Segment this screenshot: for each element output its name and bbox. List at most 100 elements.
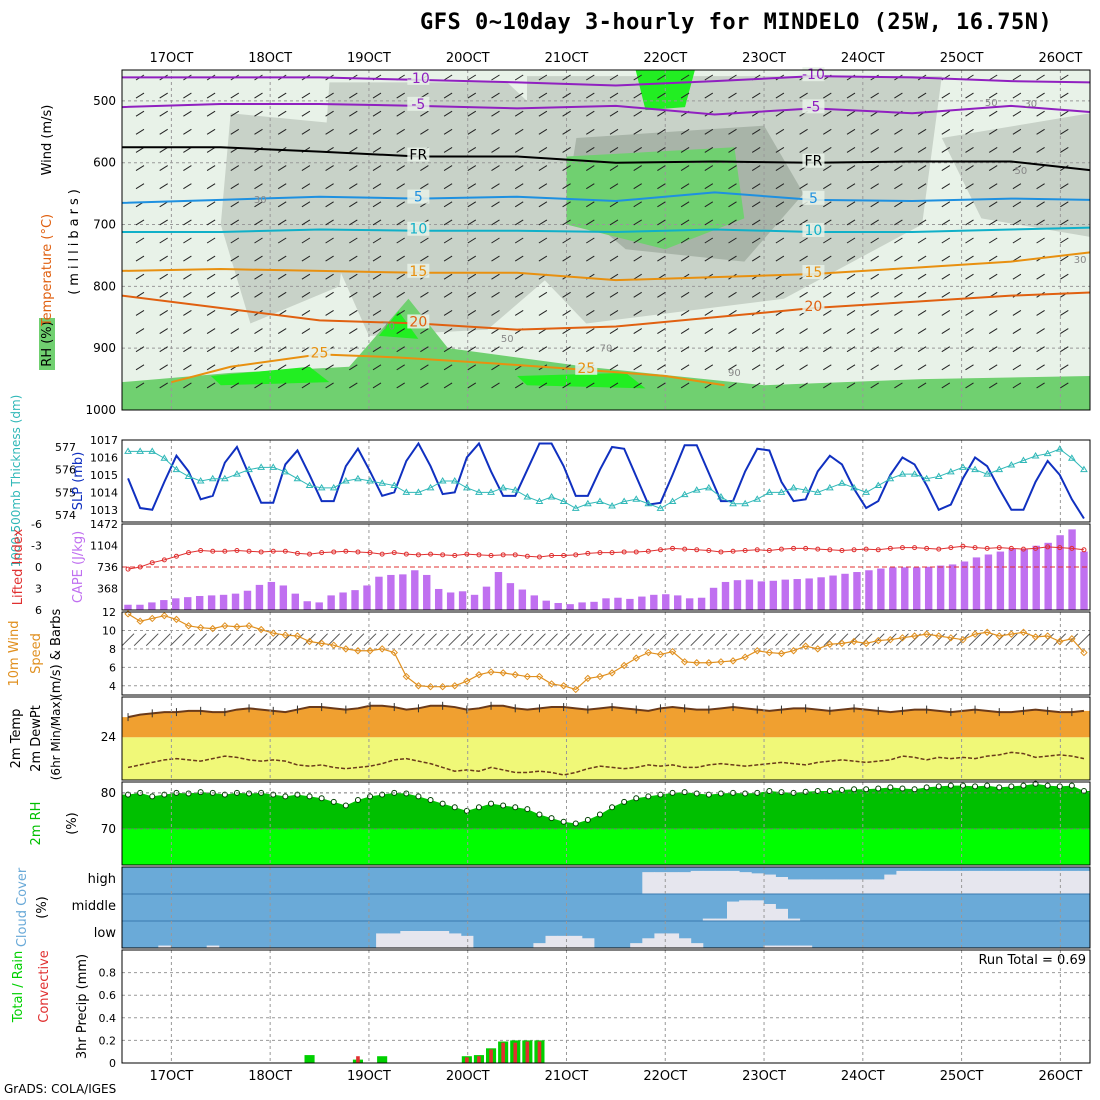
x-tick-label-bottom: 18OCT [248, 1069, 292, 1084]
thickness-point [1007, 461, 1016, 468]
wind-barb [657, 92, 666, 99]
wind-barb [988, 364, 998, 371]
thickness-point [233, 470, 241, 477]
wind-barb [325, 201, 334, 208]
cape-bar [901, 567, 909, 610]
isotherm-label: 25 [577, 361, 595, 377]
wind-barb [680, 346, 690, 353]
wind-barb [1036, 273, 1045, 280]
wind-barb [372, 147, 382, 153]
lifted-index-point [1033, 545, 1039, 551]
wind-speed-point [354, 647, 362, 655]
wind-speed-point [741, 653, 749, 661]
cape-bar [172, 598, 180, 610]
cape-bar [303, 601, 311, 610]
wind-barb [988, 201, 998, 208]
wind-barb [301, 110, 311, 117]
cape-bar [972, 557, 981, 610]
lifted-index-point [536, 554, 542, 560]
wind-barb [467, 255, 477, 262]
cape-bar [829, 575, 837, 610]
precip-convective-ylabel-text: Convective [37, 950, 52, 1023]
wind-barb [941, 110, 951, 117]
wind-barb [538, 201, 548, 208]
precip-total-ylabel-text: Total / Rain [11, 951, 26, 1024]
wind-barb [514, 74, 524, 81]
thickness-point [596, 497, 604, 504]
wind-barb [230, 382, 240, 389]
cape-bar [1032, 545, 1040, 610]
wind-barb [135, 273, 145, 280]
y-tick-label: 736 [97, 561, 118, 574]
x-tick-label-bottom: 22OCT [643, 1069, 687, 1084]
cloud-cell [727, 870, 740, 894]
wind-barb [562, 92, 571, 99]
wind-barb [301, 219, 311, 226]
wind-barb [159, 273, 168, 280]
cape-bar [948, 564, 957, 610]
thickness-ylabel: 1000-500mb Thickness (dm) [9, 395, 23, 568]
wind-barb [491, 291, 500, 298]
wind-speed-point [838, 639, 846, 648]
wind-barb [988, 382, 998, 389]
rh2m-point [282, 793, 289, 800]
wind-ylabel-3-text: (m/s) & Barbs [49, 608, 64, 698]
wind-speed-point [1080, 648, 1088, 657]
wind-barb [230, 128, 240, 135]
wind-barb [396, 346, 405, 353]
dewpoint-fill [122, 737, 1090, 780]
cape-bar [662, 594, 670, 610]
cloud-level-label: middle [72, 899, 116, 914]
rh2m-point [427, 797, 434, 804]
cape-bar [721, 581, 730, 610]
wind-barb [514, 273, 524, 280]
wind-barb [206, 147, 216, 153]
rh2m-ylabel: 2m RH [29, 802, 44, 846]
wind-barb [704, 310, 714, 316]
wind-barb [629, 633, 643, 647]
wind-barb [562, 147, 571, 153]
thickness-point [850, 483, 858, 491]
wind-speed-point [414, 682, 423, 690]
cape-bar [184, 597, 192, 610]
wind-barb [538, 147, 548, 153]
wind-barb [633, 291, 642, 298]
wind-barb [917, 128, 927, 135]
wind-barb [301, 183, 311, 190]
wind-barb [277, 273, 287, 280]
isotherm-label: 5 [809, 191, 818, 207]
rh2m-point [451, 804, 458, 811]
wind-barb [301, 382, 311, 389]
y-tick-label: 0.4 [99, 1012, 117, 1025]
wind-barb [751, 291, 761, 298]
wind-barb [751, 382, 761, 389]
wind-barb [728, 165, 737, 171]
wind-speed-point [1068, 635, 1076, 643]
wind-barb [562, 328, 571, 334]
wind-barb [170, 633, 183, 647]
lifted-index-point [270, 548, 276, 554]
thickness-point [547, 492, 556, 500]
wind-barb [254, 633, 268, 647]
wind-barb [396, 219, 405, 226]
x-tick-label-bottom: 25OCT [940, 1069, 984, 1084]
wind-barb [704, 219, 714, 226]
lifted-index-point [549, 553, 555, 559]
rh-contour-label: 70 [600, 343, 613, 354]
wind-barb [135, 364, 145, 371]
wind-speed-point [184, 622, 193, 630]
wind-barb [609, 219, 619, 226]
cloud-cell [751, 900, 764, 921]
rh2m-point [475, 804, 482, 811]
wind-speed-point [753, 647, 761, 655]
wind-barb [277, 346, 287, 353]
wind-barb [965, 219, 974, 226]
cloud-ylabel-text: Cloud Cover [15, 867, 30, 947]
wind-barb [159, 346, 168, 353]
wind-barb [917, 92, 927, 99]
lifted-ylabel-text: Lifted Index [11, 528, 26, 605]
wind-barb [467, 273, 477, 280]
wind-barb [965, 201, 974, 208]
wind-barb [230, 310, 240, 316]
y-tick-label: 80 [101, 786, 116, 800]
